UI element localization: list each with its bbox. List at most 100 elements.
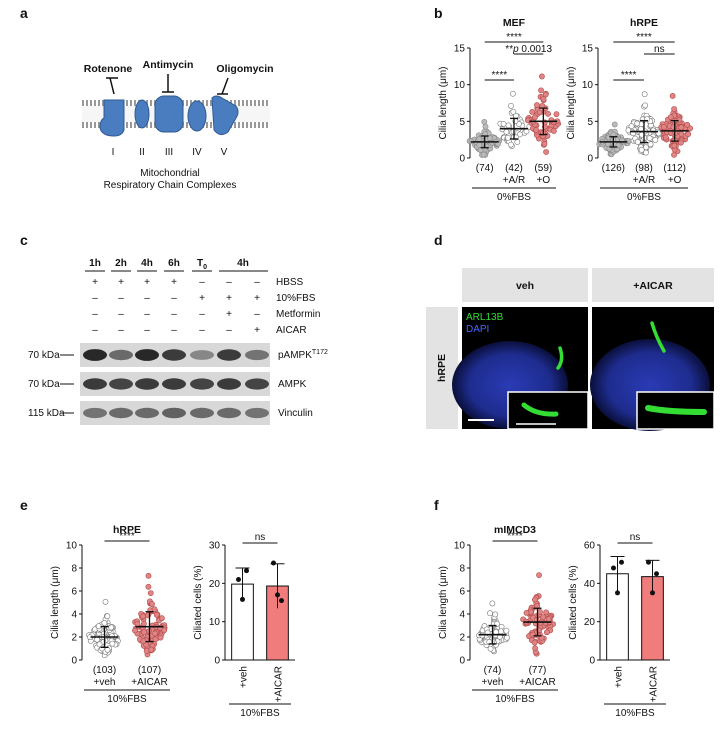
data-point	[132, 627, 138, 634]
mw-marker: 115 kDa	[28, 408, 65, 419]
treatment-mark: –	[171, 309, 177, 320]
blot-band	[135, 378, 159, 390]
data-point	[641, 91, 648, 98]
n-count: (77)	[529, 665, 547, 676]
blot-band	[109, 407, 133, 419]
data-point	[671, 151, 677, 158]
veh-micrograph: ARL13B DAPI	[452, 307, 589, 430]
data-point	[140, 613, 146, 620]
data-point	[540, 96, 547, 103]
data-point	[503, 128, 510, 135]
n-count: (59)	[534, 163, 552, 174]
data-point	[476, 142, 483, 149]
data-point	[487, 645, 494, 652]
blot-band	[83, 378, 107, 390]
y-tick-label: 10	[454, 80, 466, 91]
data-point	[104, 613, 111, 620]
treatment-mark: –	[92, 325, 98, 336]
condition-label: +veh	[239, 666, 250, 688]
significance-label: ****	[636, 32, 652, 43]
y-tick-label: 4	[459, 610, 465, 621]
rotenone-label: Rotenone	[84, 63, 133, 75]
data-point	[542, 91, 549, 98]
data-point	[550, 128, 557, 134]
data-point	[684, 121, 691, 128]
replicate-point	[244, 568, 249, 574]
data-point	[676, 116, 683, 123]
veh-header-box	[462, 268, 588, 302]
y-tick-label: 10	[209, 617, 221, 628]
data-point	[532, 645, 538, 652]
data-point	[540, 614, 547, 621]
y-tick-label: 5	[587, 117, 593, 128]
blot-band	[83, 349, 107, 361]
n-count: (107)	[138, 665, 161, 676]
significance-label: ****	[119, 531, 135, 542]
data-point	[109, 640, 116, 647]
data-point	[638, 146, 645, 153]
treatment-mark: +	[92, 277, 98, 288]
replicate-point	[650, 590, 655, 596]
timepoint-label: 4h	[237, 258, 249, 269]
replicate-point	[654, 571, 659, 577]
treatment-mark: –	[92, 293, 98, 304]
y-axis-label: Cilia length (μm)	[566, 66, 577, 139]
significance-label: ****	[507, 531, 523, 542]
y-axis-label: Cilia length (μm)	[438, 66, 449, 139]
treatment-mark: –	[254, 277, 260, 288]
significance-label: ns	[630, 532, 641, 543]
condition-label: +A/R	[633, 175, 656, 186]
data-point	[523, 128, 530, 135]
replicate-point	[279, 598, 284, 604]
y-tick-label: 10	[66, 541, 78, 552]
panel-f-letter: f	[434, 497, 439, 513]
data-point	[482, 123, 489, 130]
data-point	[543, 609, 549, 616]
data-point	[152, 636, 159, 643]
treatment-mark: +	[254, 293, 260, 304]
blot-band	[245, 349, 269, 361]
panel-b-letter: b	[434, 5, 443, 21]
chart-title: MEF	[503, 17, 526, 29]
condition-label: +AICAR	[274, 666, 285, 702]
timepoint-label: 1h	[89, 258, 101, 269]
data-point	[148, 646, 155, 653]
treatment-name: Metformin	[276, 309, 320, 320]
y-tick-label: 2	[459, 633, 465, 644]
n-count: (42)	[505, 163, 523, 174]
dapi-label: DAPI	[466, 324, 489, 335]
blot-band	[162, 407, 186, 419]
treatment-mark: –	[199, 277, 205, 288]
data-point	[101, 620, 108, 626]
row-label-box	[426, 307, 458, 429]
data-point	[524, 117, 531, 124]
blot-band	[109, 378, 133, 390]
data-point	[479, 632, 486, 639]
data-point	[108, 624, 115, 631]
data-point	[537, 609, 543, 615]
data-point	[534, 102, 540, 108]
significance-label: ns	[654, 44, 665, 55]
complex-shapes	[99, 95, 239, 137]
caption-line-1: Mitochondrial	[140, 168, 199, 179]
y-tick-label: 20	[209, 579, 221, 590]
data-point	[678, 139, 684, 146]
data-point	[529, 109, 536, 115]
data-point	[134, 620, 141, 627]
treatment-name: HBSS	[276, 277, 304, 288]
svg-text:I: I	[112, 147, 115, 158]
data-point	[157, 634, 164, 641]
data-point	[487, 610, 493, 617]
timepoint-label: 6h	[168, 258, 180, 269]
data-point	[500, 121, 507, 127]
blot-band	[217, 378, 241, 390]
y-axis-label: Ciliated cells (%)	[568, 565, 579, 639]
y-tick-label: 60	[584, 541, 596, 552]
veh-header: veh	[516, 280, 534, 292]
group-label: 10%FBS	[495, 694, 535, 705]
replicate-point	[275, 592, 280, 598]
condition-label: +AICAR	[649, 666, 660, 702]
y-tick-label: 0	[459, 656, 465, 667]
group-label: 0%FBS	[497, 192, 531, 203]
